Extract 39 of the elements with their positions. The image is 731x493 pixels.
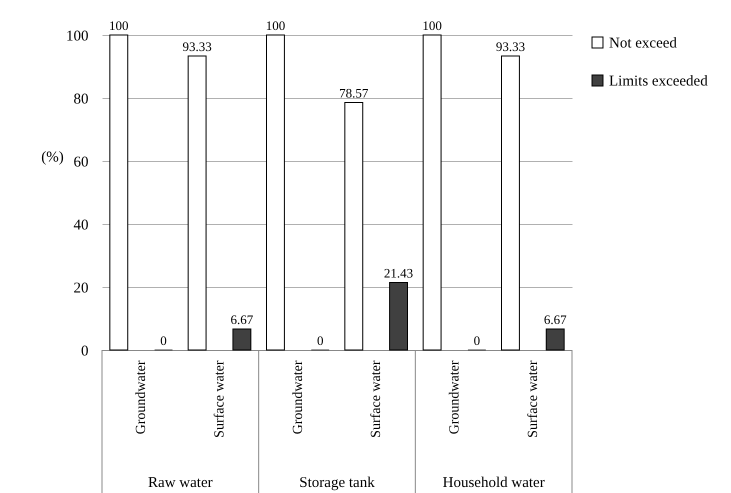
text: Storage tank	[299, 475, 376, 491]
data-label: 100	[422, 18, 442, 33]
x-tick-label: Groundwater	[290, 360, 306, 434]
data-label: 21.43	[384, 265, 414, 280]
bar	[389, 282, 408, 350]
x-tick-label: Surface water	[526, 360, 541, 438]
legend-label: Not exceed	[609, 36, 678, 52]
bar	[232, 328, 252, 350]
data-label: 0	[160, 333, 167, 348]
legend-label: Limits exceeded	[609, 74, 708, 90]
data-label: 6.67	[544, 312, 568, 327]
bar	[344, 102, 364, 350]
y-tick-label: 80	[74, 92, 88, 108]
y-axis-title: (%)	[41, 150, 64, 166]
data-label: 78.57	[339, 86, 369, 101]
data-label: 6.67	[230, 312, 254, 327]
bar	[422, 34, 442, 350]
y-tick-label: 40	[74, 218, 88, 234]
y-tick-label: 100	[66, 28, 88, 44]
x-tick-label: Surface water	[369, 360, 384, 438]
y-tick-label: 60	[74, 154, 88, 170]
x-tick-label: Groundwater	[448, 360, 462, 434]
data-label: 100	[266, 18, 286, 33]
text: Household water	[442, 475, 545, 491]
bar	[266, 34, 285, 350]
y-tick-label: 0	[81, 344, 88, 360]
data-label: 0	[316, 333, 324, 348]
data-label: 0	[474, 333, 480, 348]
y-tick-label: 20	[74, 280, 88, 296]
bar	[501, 56, 520, 350]
data-label: 93.33	[182, 39, 212, 54]
text: Raw water	[148, 475, 213, 491]
x-tick-label: Groundwater	[134, 360, 150, 434]
bar	[188, 56, 207, 350]
data-label: 93.33	[496, 39, 526, 54]
data-label: 100	[109, 18, 129, 33]
x-tick-label: Surface water	[212, 360, 228, 438]
bar	[546, 328, 565, 350]
bar	[109, 34, 128, 350]
